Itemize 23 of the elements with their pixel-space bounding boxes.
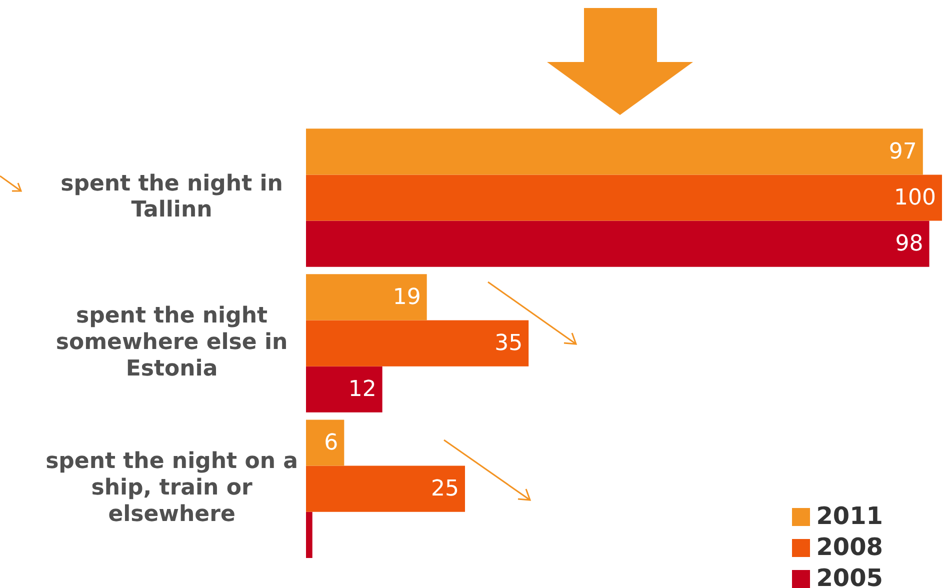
- bar: [306, 274, 427, 320]
- bar: [306, 366, 382, 412]
- legend-label: 2008: [816, 532, 883, 563]
- data-label: 97: [888, 139, 917, 164]
- y-tick-label: spent the night on a ship, train or elsewhere: [46, 449, 298, 527]
- data-label: 12: [348, 377, 376, 402]
- y-tick-label: spent the night somewhere else in Estonia: [56, 304, 288, 382]
- bar: [306, 320, 529, 366]
- bar: [306, 512, 312, 558]
- bar: [306, 466, 465, 512]
- bar: [306, 220, 930, 267]
- data-label: 25: [431, 476, 459, 502]
- legend-label: 2011: [816, 501, 883, 532]
- data-label: 6: [324, 430, 338, 456]
- data-label: 19: [392, 284, 421, 310]
- data-label: 98: [895, 232, 924, 257]
- legend-label: 2005: [816, 563, 883, 588]
- y-tick-label: spent the night in Tallinn: [60, 171, 283, 223]
- bar: [306, 128, 923, 175]
- data-label: 35: [494, 331, 523, 356]
- data-label: 100: [894, 185, 936, 210]
- bar: [306, 174, 942, 221]
- bar: [306, 420, 344, 466]
